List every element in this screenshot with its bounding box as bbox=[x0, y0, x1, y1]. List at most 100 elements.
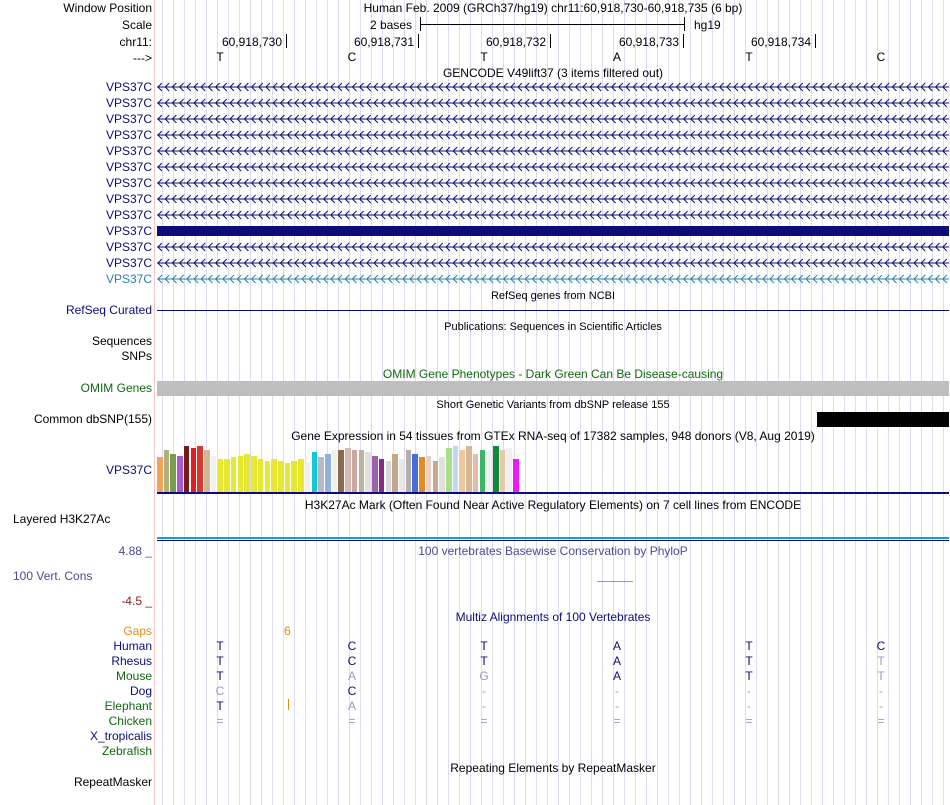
phylop-label[interactable]: 100 Vert. Cons bbox=[13, 569, 93, 583]
phylop-track-title[interactable]: 100 vertebrates Basewise Conservation by… bbox=[418, 544, 688, 558]
gtex-tissue-bar[interactable] bbox=[284, 463, 291, 492]
omim-track-title[interactable]: OMIM Gene Phenotypes - Dark Green Can Be… bbox=[382, 367, 724, 381]
gtex-tissue-bar[interactable] bbox=[398, 459, 405, 492]
h3k27ac-label[interactable]: Layered H3K27Ac bbox=[13, 512, 111, 526]
gtex-tissue-bar[interactable] bbox=[486, 449, 492, 492]
gtex-tissue-bar[interactable] bbox=[304, 463, 311, 492]
gtex-tissue-bar[interactable] bbox=[446, 447, 452, 492]
h3k27ac-track-title[interactable]: H3K27Ac Mark (Often Found Near Active Re… bbox=[304, 498, 802, 512]
gtex-tissue-bar[interactable] bbox=[190, 447, 197, 492]
gtex-tissue-bar[interactable] bbox=[493, 445, 499, 492]
gencode-transcript-intron[interactable] bbox=[157, 242, 949, 252]
gencode-transcript-label[interactable]: VPS37C bbox=[105, 112, 152, 126]
gtex-tissue-bar[interactable] bbox=[459, 449, 465, 492]
repeatmasker-track-title[interactable]: Repeating Elements by RepeatMasker bbox=[450, 761, 656, 775]
gtex-tissue-bar[interactable] bbox=[378, 459, 385, 492]
h3k27ac-signal-line[interactable] bbox=[157, 537, 949, 539]
gtex-tissue-bar[interactable] bbox=[157, 457, 163, 492]
gtex-label[interactable]: VPS37C bbox=[105, 463, 152, 477]
gencode-transcript-intron[interactable] bbox=[157, 178, 949, 188]
gtex-tissue-bar[interactable] bbox=[439, 457, 445, 492]
gencode-transcript-label[interactable]: VPS37C bbox=[105, 256, 152, 270]
species-label-rhesus[interactable]: Rhesus bbox=[111, 654, 152, 668]
gencode-transcript-intron[interactable] bbox=[157, 82, 949, 92]
gtex-tissue-bar[interactable] bbox=[358, 449, 365, 492]
gtex-tissue-bar[interactable] bbox=[506, 447, 512, 492]
position-title[interactable]: Human Feb. 2009 (GRCh37/hg19) chr11:60,9… bbox=[363, 1, 743, 15]
gtex-tissue-bar[interactable] bbox=[311, 451, 318, 492]
repeatmasker-label[interactable]: RepeatMasker bbox=[73, 775, 152, 789]
gtex-tissue-bar[interactable] bbox=[472, 453, 479, 492]
gencode-transcript-label[interactable]: VPS37C bbox=[105, 128, 152, 142]
gtex-tissue-bar[interactable] bbox=[372, 455, 378, 492]
omim-gene-bar[interactable] bbox=[157, 381, 949, 396]
gtex-tissue-bar[interactable] bbox=[365, 451, 371, 492]
gtex-tissue-bar[interactable] bbox=[425, 455, 432, 492]
dbsnp-label[interactable]: Common dbSNP(155) bbox=[33, 412, 152, 426]
gtex-tissue-bar[interactable] bbox=[392, 453, 398, 492]
snps-label[interactable]: SNPs bbox=[121, 349, 152, 363]
omim-label[interactable]: OMIM Genes bbox=[80, 381, 152, 395]
multiz-track-title[interactable]: Multiz Alignments of 100 Vertebrates bbox=[455, 610, 651, 624]
gtex-tissue-bar[interactable] bbox=[298, 459, 304, 492]
gencode-transcript-exon[interactable] bbox=[157, 226, 949, 236]
gencode-transcript-intron[interactable] bbox=[157, 194, 949, 204]
gencode-transcript-label[interactable]: VPS37C bbox=[105, 192, 152, 206]
gaps-label[interactable]: Gaps bbox=[123, 624, 152, 638]
gtex-tissue-bar[interactable] bbox=[217, 459, 224, 492]
gtex-tissue-bar[interactable] bbox=[251, 455, 257, 492]
publications-track-title[interactable]: Publications: Sequences in Scientific Ar… bbox=[444, 321, 662, 333]
gtex-tissue-bar[interactable] bbox=[331, 449, 338, 492]
gtex-tissue-bar[interactable] bbox=[183, 445, 190, 492]
gtex-tissue-bar[interactable] bbox=[224, 459, 230, 492]
gtex-tissue-bar[interactable] bbox=[318, 457, 324, 492]
gtex-tissue-bar[interactable] bbox=[499, 449, 506, 492]
species-label-mouse[interactable]: Mouse bbox=[115, 669, 152, 683]
dbsnp-track-title[interactable]: Short Genetic Variants from dbSNP releas… bbox=[436, 399, 670, 411]
gtex-tissue-bar[interactable] bbox=[432, 461, 439, 492]
gtex-tissue-bar[interactable] bbox=[385, 461, 392, 492]
refseq-label[interactable]: RefSeq Curated bbox=[65, 303, 152, 317]
gencode-transcript-label[interactable]: VPS37C bbox=[105, 96, 152, 110]
gtex-tissue-bar[interactable] bbox=[405, 449, 412, 492]
gtex-tissue-bar[interactable] bbox=[419, 457, 425, 492]
gtex-tissue-bar[interactable] bbox=[237, 455, 244, 492]
gencode-transcript-label[interactable]: VPS37C bbox=[105, 208, 152, 222]
species-label-elephant[interactable]: Elephant bbox=[104, 699, 152, 713]
gtex-expression-chart[interactable] bbox=[157, 444, 949, 495]
gtex-tissue-bar[interactable] bbox=[230, 457, 237, 492]
species-label-zebrafish[interactable]: Zebrafish bbox=[101, 744, 152, 758]
gencode-track-title[interactable]: GENCODE V49lift37 (3 items filtered out) bbox=[442, 66, 664, 80]
species-label-human[interactable]: Human bbox=[113, 639, 152, 653]
gtex-tissue-bar[interactable] bbox=[452, 445, 459, 492]
gencode-transcript-label[interactable]: VPS37C bbox=[105, 176, 152, 190]
dbsnp-variant-bar[interactable] bbox=[817, 412, 949, 427]
gencode-transcript-label[interactable]: VPS37C bbox=[105, 240, 152, 254]
gencode-transcript-intron[interactable] bbox=[157, 146, 949, 156]
refseq-track-title[interactable]: RefSeq genes from NCBI bbox=[490, 290, 616, 302]
gencode-transcript-intron[interactable] bbox=[157, 114, 949, 124]
gtex-tissue-bar[interactable] bbox=[264, 461, 271, 492]
refseq-gene-line[interactable] bbox=[157, 310, 949, 311]
gencode-transcript-intron[interactable] bbox=[157, 162, 949, 172]
gencode-transcript-label[interactable]: VPS37C bbox=[105, 144, 152, 158]
gencode-transcript-intron[interactable] bbox=[157, 130, 949, 140]
gtex-tissue-bar[interactable] bbox=[257, 459, 264, 492]
species-label-x_tropicalis[interactable]: X_tropicalis bbox=[89, 729, 152, 743]
gencode-transcript-label[interactable]: VPS37C bbox=[105, 272, 152, 286]
gtex-track-title[interactable]: Gene Expression in 54 tissues from GTEx … bbox=[291, 429, 815, 443]
gtex-tissue-bar[interactable] bbox=[271, 459, 277, 492]
gtex-tissue-bar[interactable] bbox=[197, 445, 203, 492]
gtex-tissue-bar[interactable] bbox=[479, 449, 486, 492]
gtex-tissue-bar[interactable] bbox=[163, 449, 170, 492]
gtex-tissue-bar[interactable] bbox=[204, 449, 210, 492]
gtex-tissue-bar[interactable] bbox=[278, 461, 284, 492]
gencode-transcript-label[interactable]: VPS37C bbox=[105, 224, 152, 238]
gtex-tissue-bar[interactable] bbox=[412, 453, 418, 492]
gtex-tissue-bar[interactable] bbox=[466, 445, 472, 492]
species-label-dog[interactable]: Dog bbox=[129, 684, 152, 698]
gencode-transcript-intron[interactable] bbox=[157, 98, 949, 108]
gencode-transcript-intron[interactable] bbox=[157, 274, 949, 284]
gtex-tissue-bar[interactable] bbox=[210, 455, 217, 492]
gtex-tissue-bar[interactable] bbox=[325, 453, 331, 492]
